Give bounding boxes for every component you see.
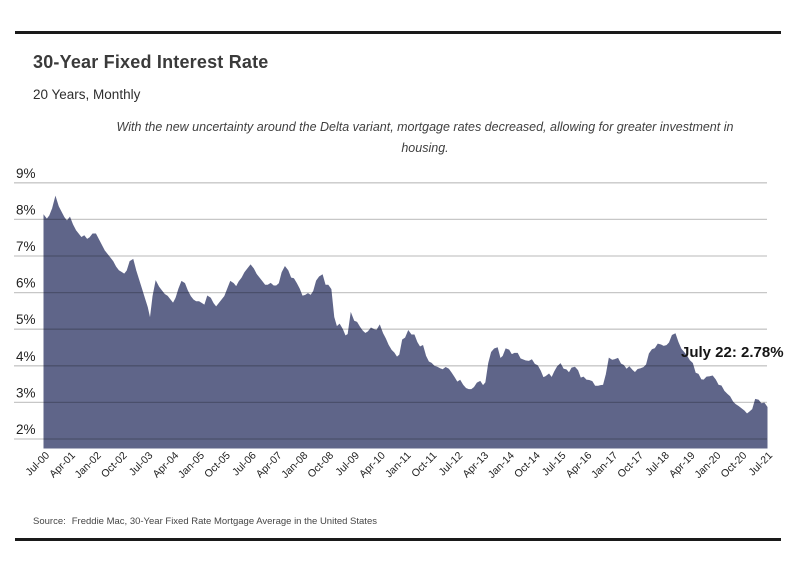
y-axis-label: 8% [16,202,36,217]
data-callout: July 22: 2.78% [681,344,784,361]
x-axis-label: Apr-04 [150,450,181,481]
y-axis-label: 3% [16,385,36,400]
x-axis-label: Jan-14 [486,450,517,481]
x-axis-label: Jul-15 [540,450,569,479]
x-axis-label: Oct-08 [305,450,336,481]
chart-note: With the new uncertainty around the Delt… [116,120,734,155]
x-axis-label: Jan-08 [279,450,310,481]
bottom-divider [15,538,781,541]
x-axis-label: Oct-14 [512,450,543,481]
source-text: Freddie Mac, 30-Year Fixed Rate Mortgage… [71,516,377,527]
x-axis-label: Oct-11 [409,450,439,480]
area-series [43,195,768,449]
x-axis-label: Jan-05 [176,450,207,481]
chart-subtitle: 20 Years, Monthly [33,87,141,102]
x-axis-label: Jan-17 [589,450,620,481]
source-label: Source: [33,516,66,527]
x-axis-label: Apr-01 [47,450,78,481]
y-axis-label: 4% [16,349,36,364]
x-axis-label: Jan-11 [383,450,414,481]
x-axis-label: Apr-16 [564,450,595,481]
x-axis-label: Jan-20 [692,450,723,481]
source-line: Source: Freddie Mac, 30-Year Fixed Rate M… [33,516,377,527]
y-axis-label: 9% [16,166,36,181]
x-axis-label: Jul-12 [437,450,466,479]
x-axis-label: Jan-02 [73,450,104,481]
x-axis-label: Apr-10 [357,450,388,481]
x-axis-label: Oct-17 [615,450,646,481]
x-axis-label: Oct-02 [99,450,130,481]
y-axis-label: 5% [16,312,36,327]
top-divider [15,31,781,34]
x-axis-label: Apr-13 [460,450,491,481]
x-axis-label: Jul-21 [746,450,775,479]
x-axis-label: Apr-19 [667,450,698,481]
x-axis-label: Oct-20 [719,450,750,481]
y-axis-label: 7% [16,239,36,254]
y-axis-label: 6% [16,276,36,291]
page-title: 30-Year Fixed Interest Rate [33,52,269,72]
y-axis-label: 2% [16,422,36,437]
x-axis-label: Apr-07 [254,450,285,481]
x-axis-label: Oct-05 [202,450,233,481]
